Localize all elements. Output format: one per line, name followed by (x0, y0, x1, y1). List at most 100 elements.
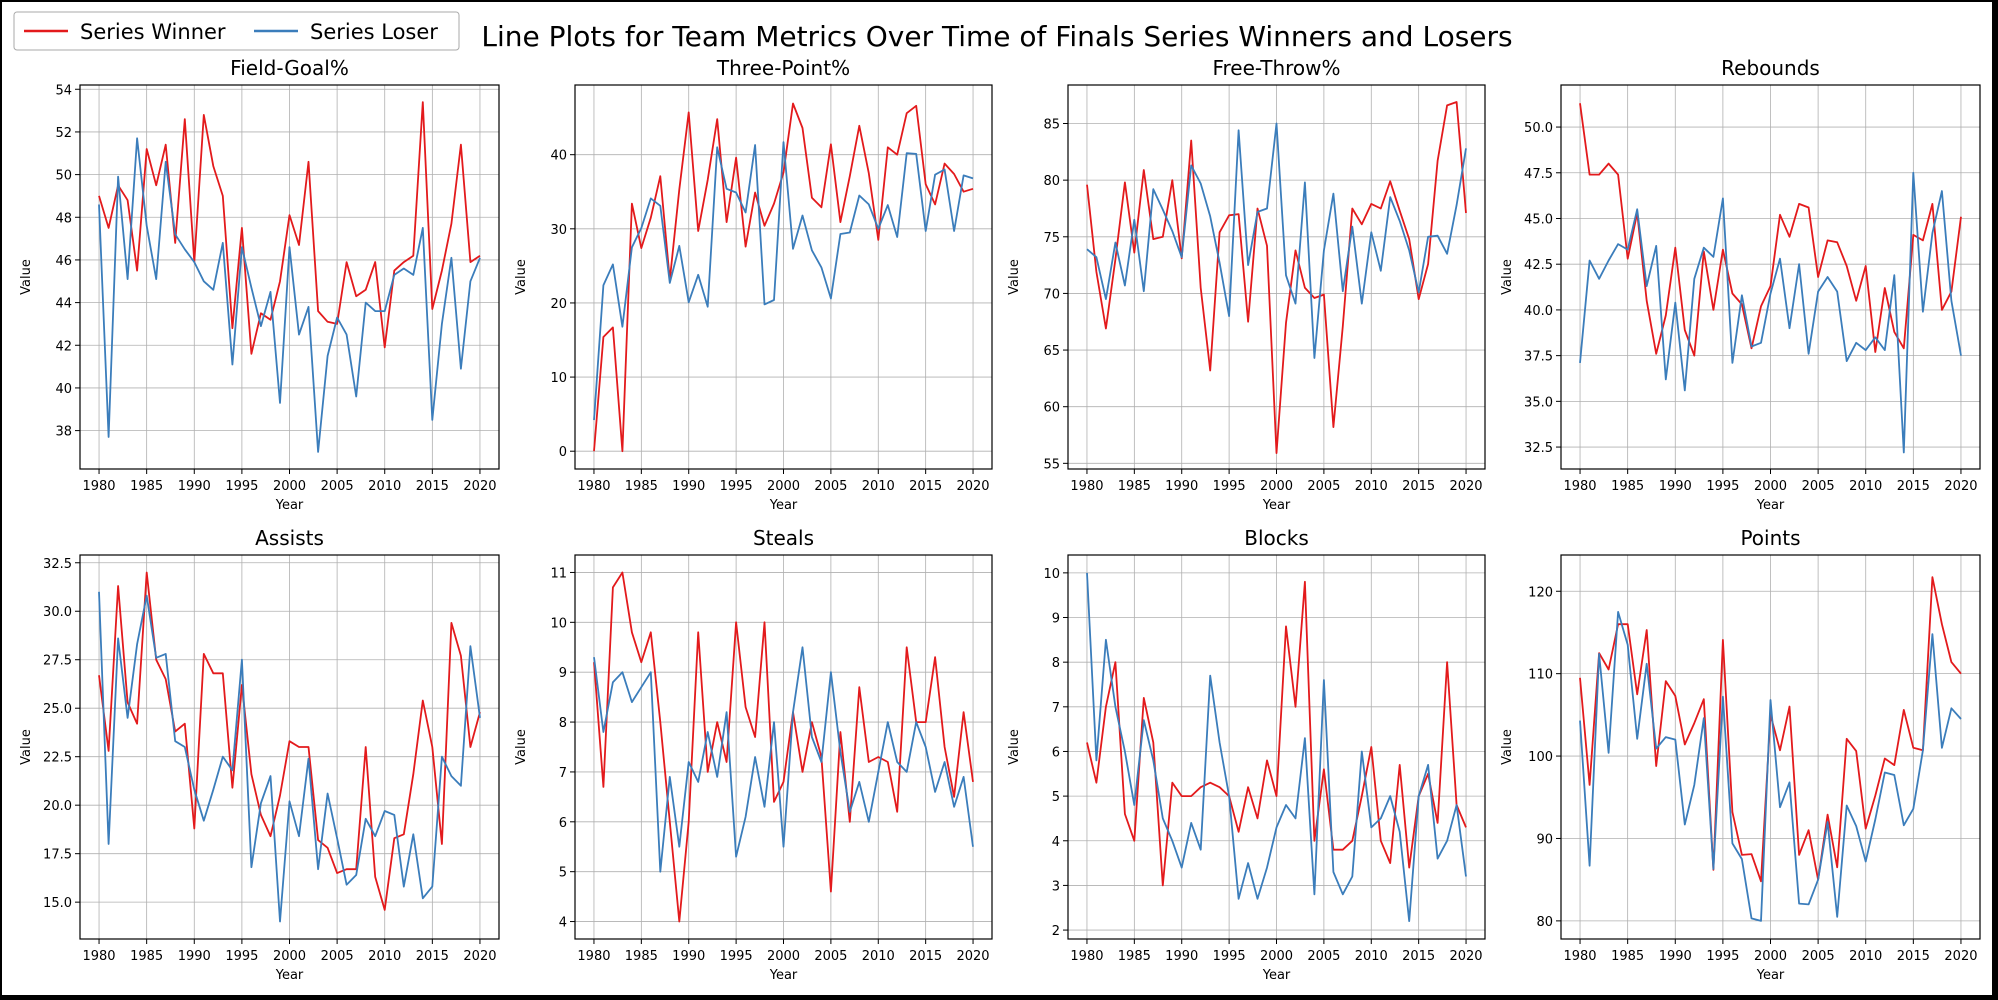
y-tick-label: 60 (1043, 401, 1060, 416)
axes-frame (1560, 554, 1981, 940)
x-tick-label: 1990 (1659, 949, 1692, 964)
series-line-series-winner (98, 101, 481, 355)
x-tick-label: 2020 (1449, 479, 1482, 494)
y-tick-label: 6 (1052, 745, 1060, 760)
x-axis-label: Year (1756, 968, 1785, 983)
subplot-title: Three-Point% (716, 56, 850, 80)
x-tick-label: 2005 (321, 949, 354, 964)
y-tick-label: 10 (550, 371, 567, 386)
y-tick-label: 11 (550, 566, 567, 581)
subplot-assists: Assists 1980 1985 1990 1995 2000 2005 2010 2015 2… (19, 526, 500, 983)
x-tick-label: 2005 (1307, 479, 1340, 494)
x-axis-label: Year (275, 968, 304, 983)
y-tick-label: 55 (1043, 457, 1060, 472)
y-tick-label: 70 (1043, 287, 1060, 302)
x-axis-label: Year (275, 498, 304, 513)
series-line-series-loser (98, 137, 481, 453)
axes-frame (1067, 84, 1486, 470)
y-tick-label: 5 (1052, 790, 1060, 805)
x-tick-label: 2020 (463, 949, 496, 964)
x-axis-label: Year (1262, 968, 1291, 983)
y-tick-label: 50 (55, 169, 72, 184)
y-tick-label: 27.5 (43, 654, 72, 669)
x-tick-label: 1985 (130, 479, 163, 494)
x-axis-label: Year (769, 968, 798, 983)
y-tick-label: 4 (559, 916, 567, 931)
x-tick-label: 1995 (225, 479, 258, 494)
series-line-series-loser (1086, 572, 1467, 922)
x-tick-label: 1980 (82, 479, 115, 494)
y-tick-label: 40.0 (1524, 304, 1553, 319)
x-tick-label: 2000 (1260, 479, 1293, 494)
y-tick-label: 17.5 (43, 848, 72, 863)
legend-winner-label: Series Winner (80, 20, 226, 44)
x-tick-label: 1995 (225, 949, 258, 964)
subplot-title: Rebounds (1721, 56, 1820, 80)
y-tick-label: 6 (559, 816, 567, 831)
x-tick-label: 1985 (130, 949, 163, 964)
x-tick-label: 2015 (416, 949, 449, 964)
y-tick-label: 80 (1536, 915, 1553, 930)
subplot-title: Points (1740, 526, 1800, 550)
y-tick-label: 46 (55, 254, 72, 269)
y-tick-label: 0 (559, 445, 567, 460)
x-tick-label: 1980 (577, 479, 610, 494)
subplot-rebounds: Rebounds 1980 1985 1990 1995 2000 2005 2010 2015… (1500, 56, 1981, 513)
y-tick-label: 9 (1052, 612, 1060, 627)
x-tick-label: 2010 (1849, 479, 1882, 494)
x-tick-label: 2000 (1754, 479, 1787, 494)
x-tick-label: 1990 (178, 479, 211, 494)
x-tick-label: 2010 (862, 949, 895, 964)
y-tick-label: 3 (1052, 879, 1060, 894)
y-tick-label: 44 (55, 297, 72, 312)
y-tick-label: 65 (1043, 344, 1060, 359)
y-axis-label: Value (1500, 259, 1515, 295)
x-tick-label: 2000 (273, 949, 306, 964)
x-tick-label: 1980 (1070, 479, 1103, 494)
y-tick-label: 30.0 (43, 605, 72, 620)
subplot-title: Steals (753, 526, 814, 550)
x-tick-label: 2015 (1402, 479, 1435, 494)
x-tick-label: 2010 (368, 479, 401, 494)
y-tick-label: 42.5 (1524, 258, 1553, 273)
axes-frame (79, 554, 500, 940)
y-tick-label: 50.0 (1524, 121, 1553, 136)
x-tick-label: 1980 (1070, 949, 1103, 964)
x-tick-label: 2020 (1449, 949, 1482, 964)
x-tick-label: 1985 (625, 479, 658, 494)
x-tick-label: 2020 (1944, 479, 1977, 494)
y-tick-label: 90 (1536, 832, 1553, 847)
x-tick-label: 2015 (909, 949, 942, 964)
y-tick-label: 4 (1052, 835, 1060, 850)
x-tick-label: 1990 (1165, 949, 1198, 964)
x-axis-label: Year (769, 498, 798, 513)
series-line-series-winner (593, 102, 974, 453)
x-tick-label: 2015 (909, 479, 942, 494)
figure-title: Line Plots for Team Metrics Over Time of… (481, 20, 1512, 53)
series-line-series-winner (593, 571, 974, 923)
y-tick-label: 100 (1528, 750, 1553, 765)
x-tick-label: 2000 (1260, 949, 1293, 964)
x-tick-label: 2000 (767, 479, 800, 494)
x-tick-label: 2005 (1802, 949, 1835, 964)
x-tick-label: 1980 (577, 949, 610, 964)
subplot-free-throw: Free-Throw% 1980 1985 1990 1995 2000 2005 2010 2… (1007, 56, 1486, 513)
x-tick-label: 1995 (1706, 949, 1739, 964)
subplot-steals: Steals 1980 1985 1990 1995 2000 2005 2010 2015 20… (514, 526, 993, 983)
x-axis-label: Year (1756, 498, 1785, 513)
x-tick-label: 2015 (1897, 949, 1930, 964)
y-tick-label: 5 (559, 866, 567, 881)
x-tick-label: 1995 (720, 479, 753, 494)
x-tick-label: 2010 (368, 949, 401, 964)
x-tick-label: 1980 (1563, 949, 1596, 964)
subplot-grid: Field-Goal%1980 1985 1990 1995 2000 2005 2010 2… (19, 56, 1981, 983)
y-tick-label: 30 (550, 223, 567, 238)
subplot-title: Blocks (1244, 526, 1309, 550)
y-tick-label: 32.5 (1524, 441, 1553, 456)
x-tick-label: 2020 (956, 949, 989, 964)
x-tick-label: 1985 (1118, 949, 1151, 964)
x-tick-label: 1990 (672, 479, 705, 494)
x-tick-label: 1995 (1213, 479, 1246, 494)
x-tick-label: 1990 (1165, 479, 1198, 494)
y-tick-label: 38 (55, 425, 72, 440)
